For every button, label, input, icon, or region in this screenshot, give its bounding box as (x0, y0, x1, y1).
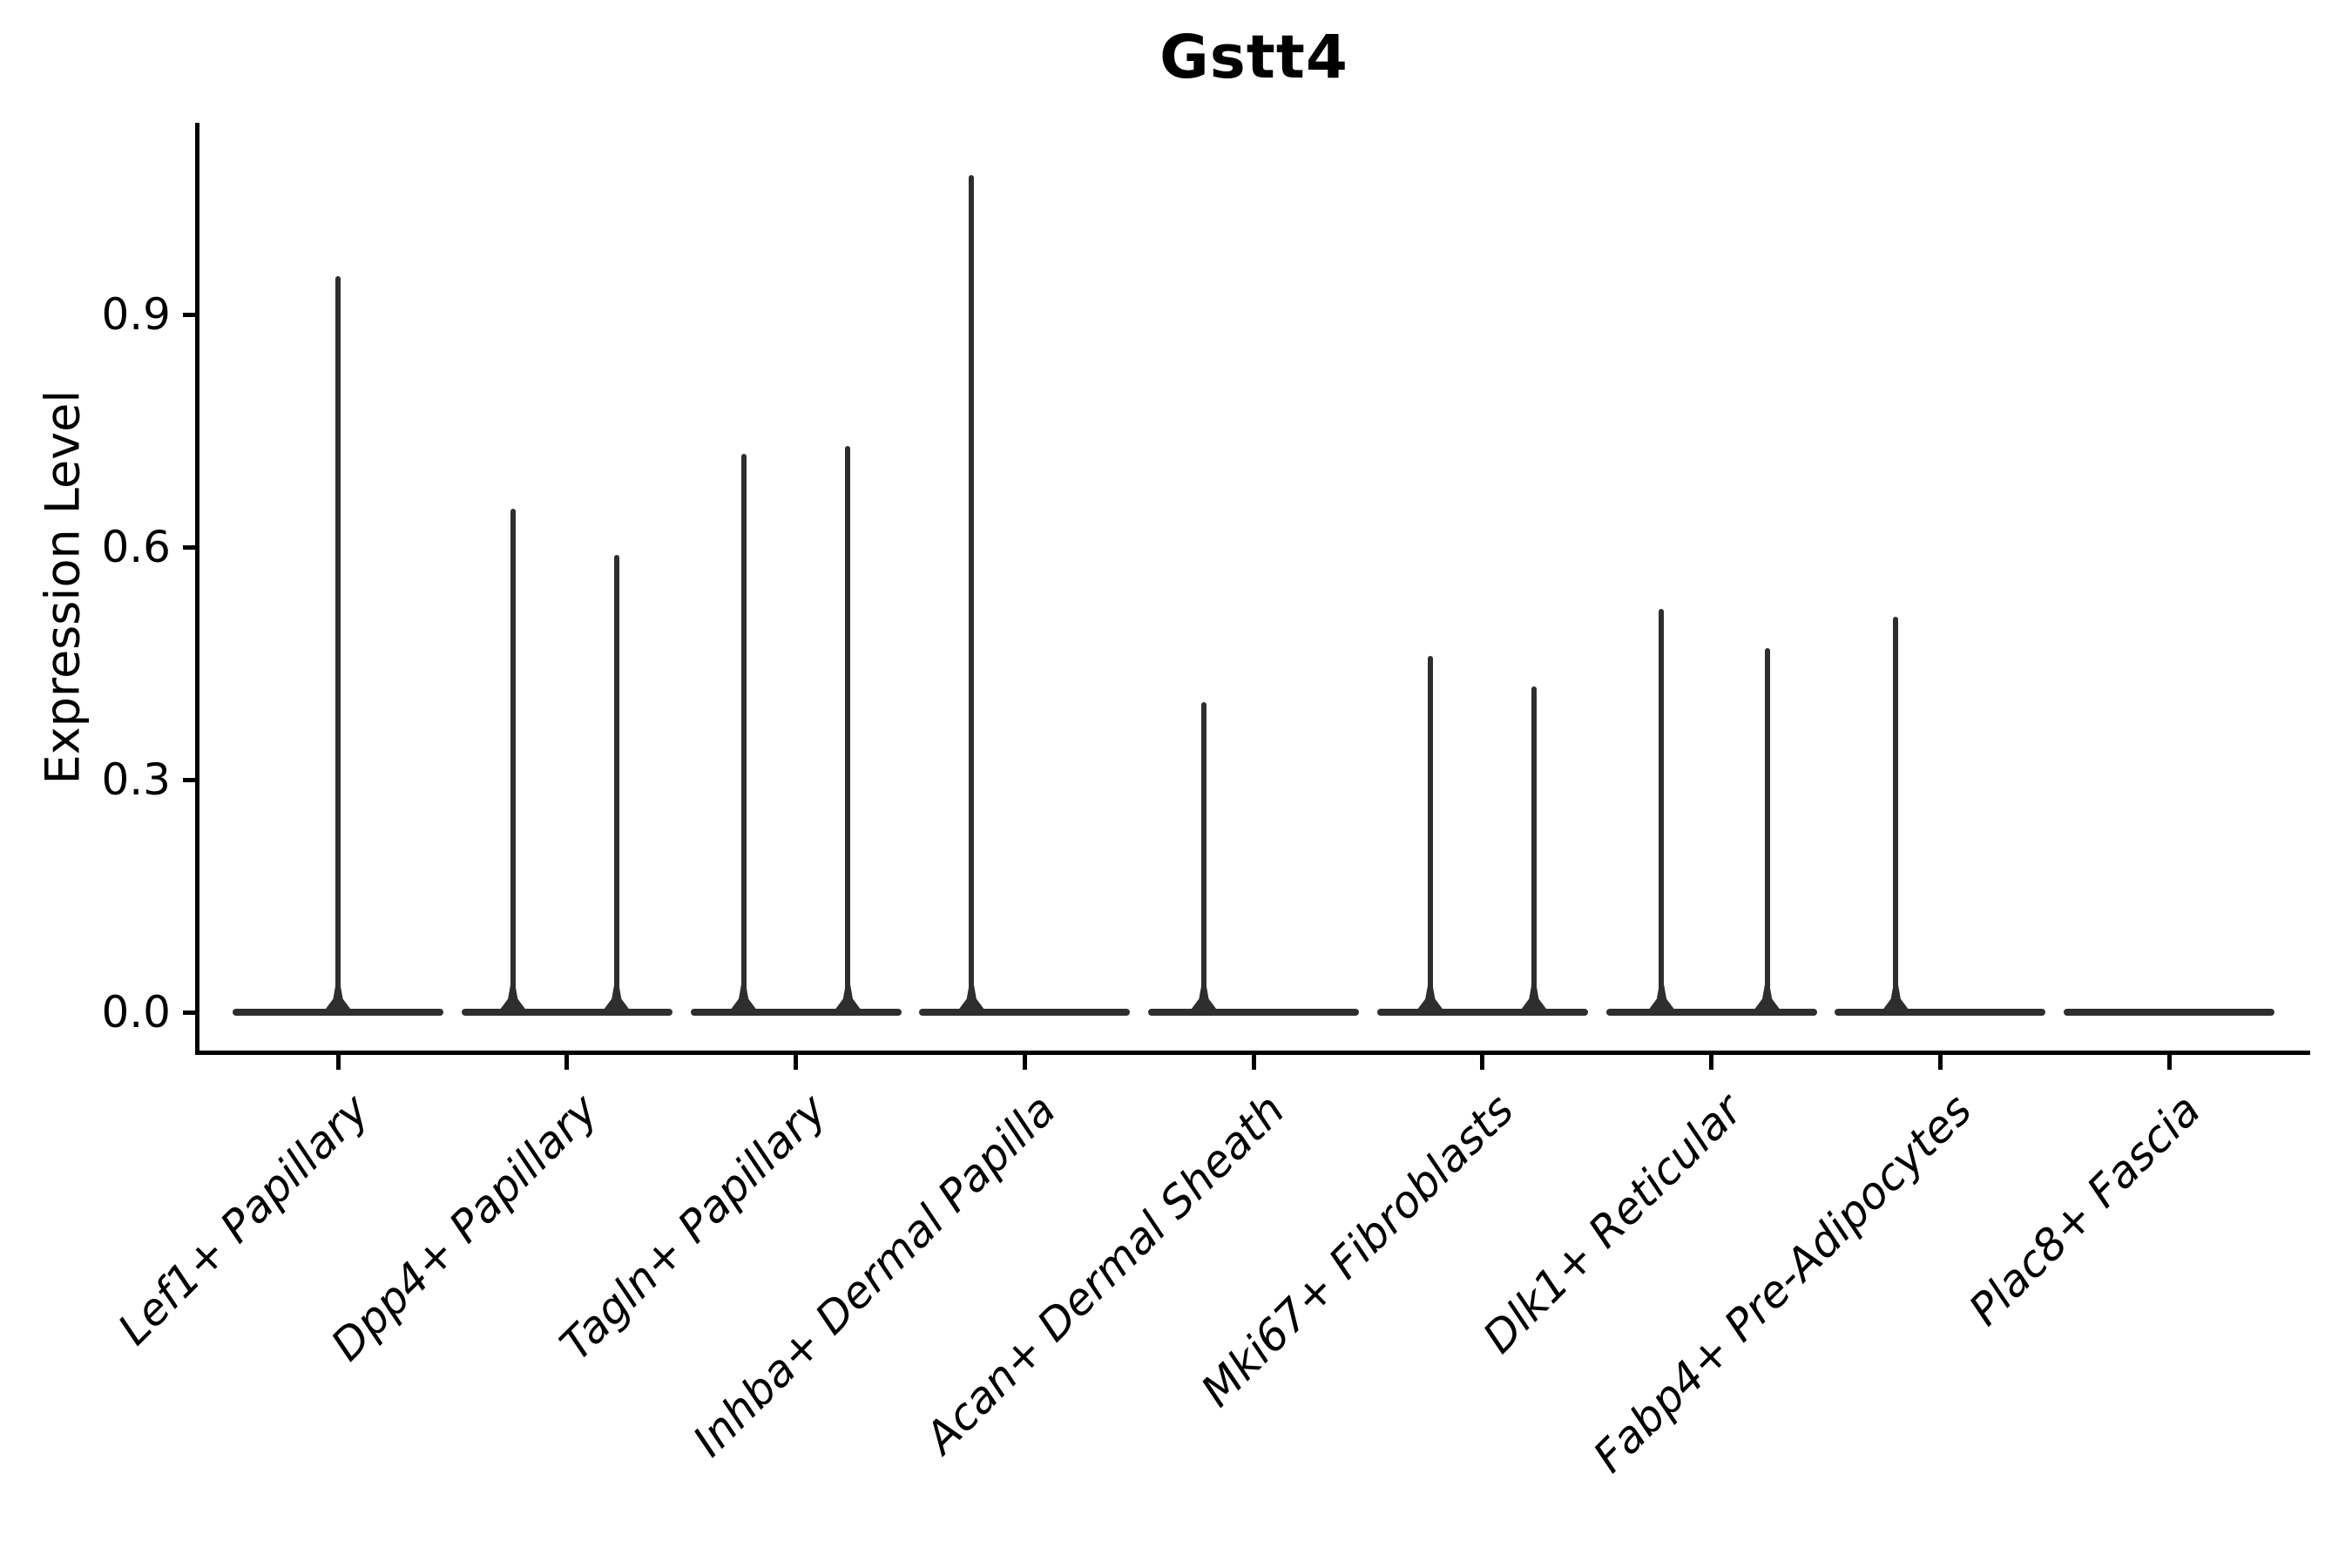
x-tick-mark (1251, 1052, 1256, 1070)
violin-spike-flare (321, 976, 355, 1016)
y-tick-mark (183, 544, 199, 550)
x-tick-label-1: Lef1+ Papillary (108, 1084, 379, 1355)
y-tick-mark (183, 777, 199, 782)
violin-base-8 (1835, 1009, 2046, 1016)
violin-base-7 (1605, 1009, 1817, 1016)
y-axis-spine (195, 123, 199, 1055)
x-tick-mark (335, 1052, 341, 1070)
y-tick-mark (183, 1010, 199, 1015)
y-tick-label: 0.3 (101, 754, 171, 805)
violin-base-6 (1376, 1009, 1588, 1016)
x-tick-mark (2166, 1052, 2172, 1070)
violin-spike (1427, 655, 1433, 1016)
violin-base-3 (690, 1009, 902, 1016)
violin-base-4 (919, 1009, 1131, 1016)
violin-spike (969, 174, 975, 1016)
violin-spike-flare (598, 976, 634, 1016)
violin-spike-flare (726, 976, 761, 1016)
violin-spike-flare (1412, 976, 1448, 1016)
x-tick-mark (1480, 1052, 1485, 1070)
violin-spike-flare (495, 976, 531, 1016)
violin-base-9 (2064, 1009, 2274, 1016)
violin-spike (1531, 686, 1537, 1016)
y-tick-label: 0.6 (101, 522, 171, 572)
violin-spike-flare (1186, 976, 1221, 1016)
violin-spike (845, 446, 851, 1016)
violin-spike (1200, 702, 1206, 1016)
x-tick-mark (1709, 1052, 1713, 1070)
violin-spike-flare (1878, 976, 1914, 1016)
violin-spike-flare (1644, 976, 1680, 1016)
violin-spike-flare (1749, 976, 1785, 1016)
x-tick-mark (1022, 1052, 1027, 1070)
x-tick-mark (1937, 1052, 1943, 1070)
y-tick-label: 0.9 (101, 289, 171, 340)
plot-title: Gstt4 (1159, 23, 1348, 92)
violin-spike-flare (954, 976, 990, 1016)
violin-spike (1893, 617, 1899, 1016)
violin-spike-flare (1516, 976, 1551, 1016)
x-tick-label-8: Fabp4+ Pre-Adipocytes (1583, 1084, 1982, 1483)
x-tick-mark (564, 1052, 570, 1070)
violin-spike (613, 554, 619, 1016)
violin-spike (1659, 609, 1665, 1016)
x-tick-mark (794, 1052, 798, 1070)
x-tick-label-9: Plac8+ Fascia (1958, 1084, 2210, 1335)
violin-base-2 (461, 1009, 672, 1016)
y-tick-label: 0.0 (101, 987, 171, 1037)
violin-spike (1764, 647, 1770, 1016)
violin-spike (510, 508, 516, 1016)
violin-spike (335, 275, 341, 1016)
y-axis-label: Expression Level (35, 389, 91, 785)
violin-spike (740, 454, 747, 1016)
violin-spike-flare (830, 976, 866, 1016)
y-tick-mark (183, 312, 199, 317)
violin-base-5 (1148, 1009, 1359, 1016)
